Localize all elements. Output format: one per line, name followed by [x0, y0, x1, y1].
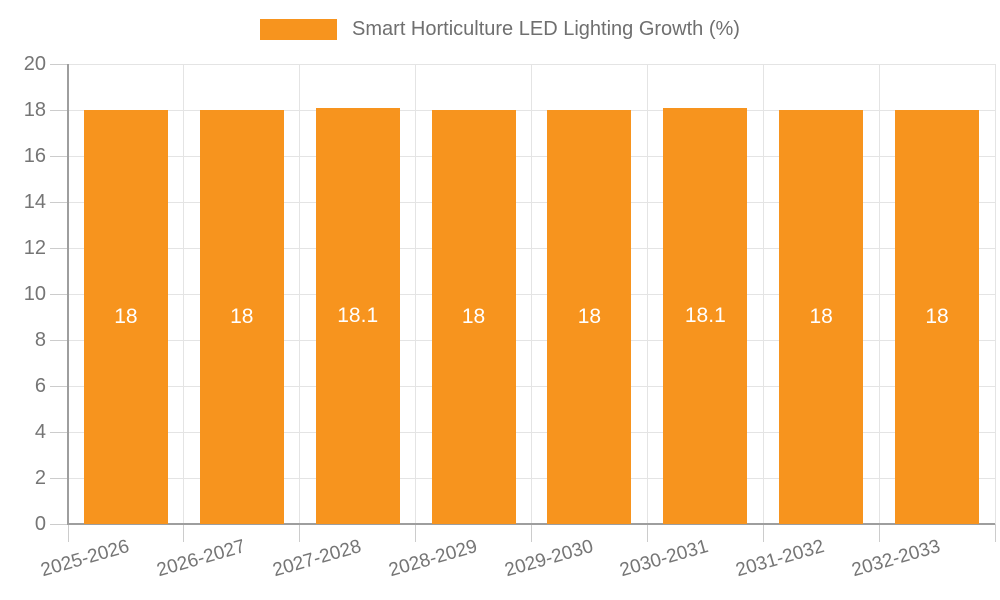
- x-axis-line: [67, 523, 995, 525]
- y-axis-tick-label: 10: [23, 283, 46, 305]
- bar[interactable]: 18: [431, 110, 516, 524]
- bar[interactable]: 18: [895, 110, 980, 524]
- y-axis-tick-label: 18: [23, 99, 46, 121]
- bar[interactable]: 18: [779, 110, 864, 524]
- chart-legend[interactable]: Smart Horticulture LED Lighting Growth (…: [0, 18, 1000, 40]
- x-gridline: [183, 64, 185, 524]
- x-gridline: [878, 64, 880, 524]
- bar-value-label: 18: [809, 305, 833, 328]
- bar[interactable]: 18: [199, 110, 284, 524]
- y-axis-tick-label: 8: [34, 329, 46, 351]
- bar[interactable]: 18.1: [315, 107, 400, 524]
- x-axis-tick: [531, 524, 532, 542]
- y-axis-tick: [50, 293, 68, 295]
- y-axis-tick-label: 12: [23, 237, 46, 259]
- bar[interactable]: 18.1: [663, 107, 748, 524]
- y-axis-tick-label: 4: [34, 421, 46, 443]
- y-axis-tick: [50, 247, 68, 249]
- x-gridline: [994, 64, 996, 524]
- y-axis-tick-label: 14: [23, 191, 46, 213]
- bar-value-label: 18.1: [684, 303, 726, 327]
- bar-value-label: 18.1: [337, 303, 379, 327]
- y-axis-tick: [50, 109, 68, 111]
- y-axis-tick: [50, 477, 68, 479]
- y-axis-tick-label: 0: [34, 513, 46, 535]
- x-axis-tick: [67, 524, 69, 542]
- bar[interactable]: 18: [547, 110, 632, 524]
- y-axis-tick: [50, 155, 68, 157]
- y-axis-tick-label: 6: [34, 375, 46, 397]
- x-axis-category-label: 2027-2028: [270, 536, 364, 582]
- bar[interactable]: 18: [83, 110, 168, 524]
- x-axis-tick: [183, 524, 185, 542]
- x-gridline: [531, 64, 532, 524]
- y-axis-tick: [50, 431, 68, 433]
- bar-value-label: 18: [925, 305, 949, 328]
- x-gridline: [762, 64, 764, 524]
- y-axis-line: [67, 64, 69, 524]
- legend-swatch-icon: [260, 18, 338, 40]
- x-axis-category-label: 2026-2027: [154, 536, 248, 582]
- x-axis-category-label: 2029-2030: [502, 536, 596, 582]
- x-axis-tick: [415, 524, 417, 542]
- x-axis-tick: [299, 524, 301, 542]
- bar-value-label: 18: [114, 305, 138, 328]
- y-axis-tick: [50, 339, 68, 341]
- x-axis-tick: [646, 524, 648, 542]
- x-gridline: [415, 64, 417, 524]
- bar-value-label: 18: [461, 305, 486, 328]
- x-axis-category-label: 2031-2032: [733, 536, 827, 582]
- y-axis-tick: [50, 63, 68, 65]
- legend-label: Smart Horticulture LED Lighting Growth (…: [352, 18, 740, 40]
- x-axis-tick: [762, 524, 764, 542]
- bar-value-label: 18: [577, 305, 602, 328]
- y-axis-tick-label: 16: [23, 145, 46, 167]
- y-axis-tick: [50, 201, 68, 203]
- x-axis-tick: [878, 524, 880, 542]
- y-axis-tick-label: 20: [23, 53, 46, 75]
- y-axis-tick: [50, 385, 68, 387]
- y-axis-tick-label: 2: [34, 467, 46, 489]
- x-axis-category-label: 2028-2029: [386, 536, 480, 582]
- x-gridline: [646, 64, 648, 524]
- x-axis-category-label: 2025-2026: [38, 536, 132, 582]
- x-axis-category-label: 2032-2033: [849, 536, 943, 582]
- x-axis-tick: [994, 524, 996, 542]
- x-gridline: [299, 64, 301, 524]
- x-axis-category-label: 2030-2031: [617, 536, 712, 582]
- y-axis-tick: [50, 523, 68, 525]
- bar-value-label: 18: [230, 305, 254, 328]
